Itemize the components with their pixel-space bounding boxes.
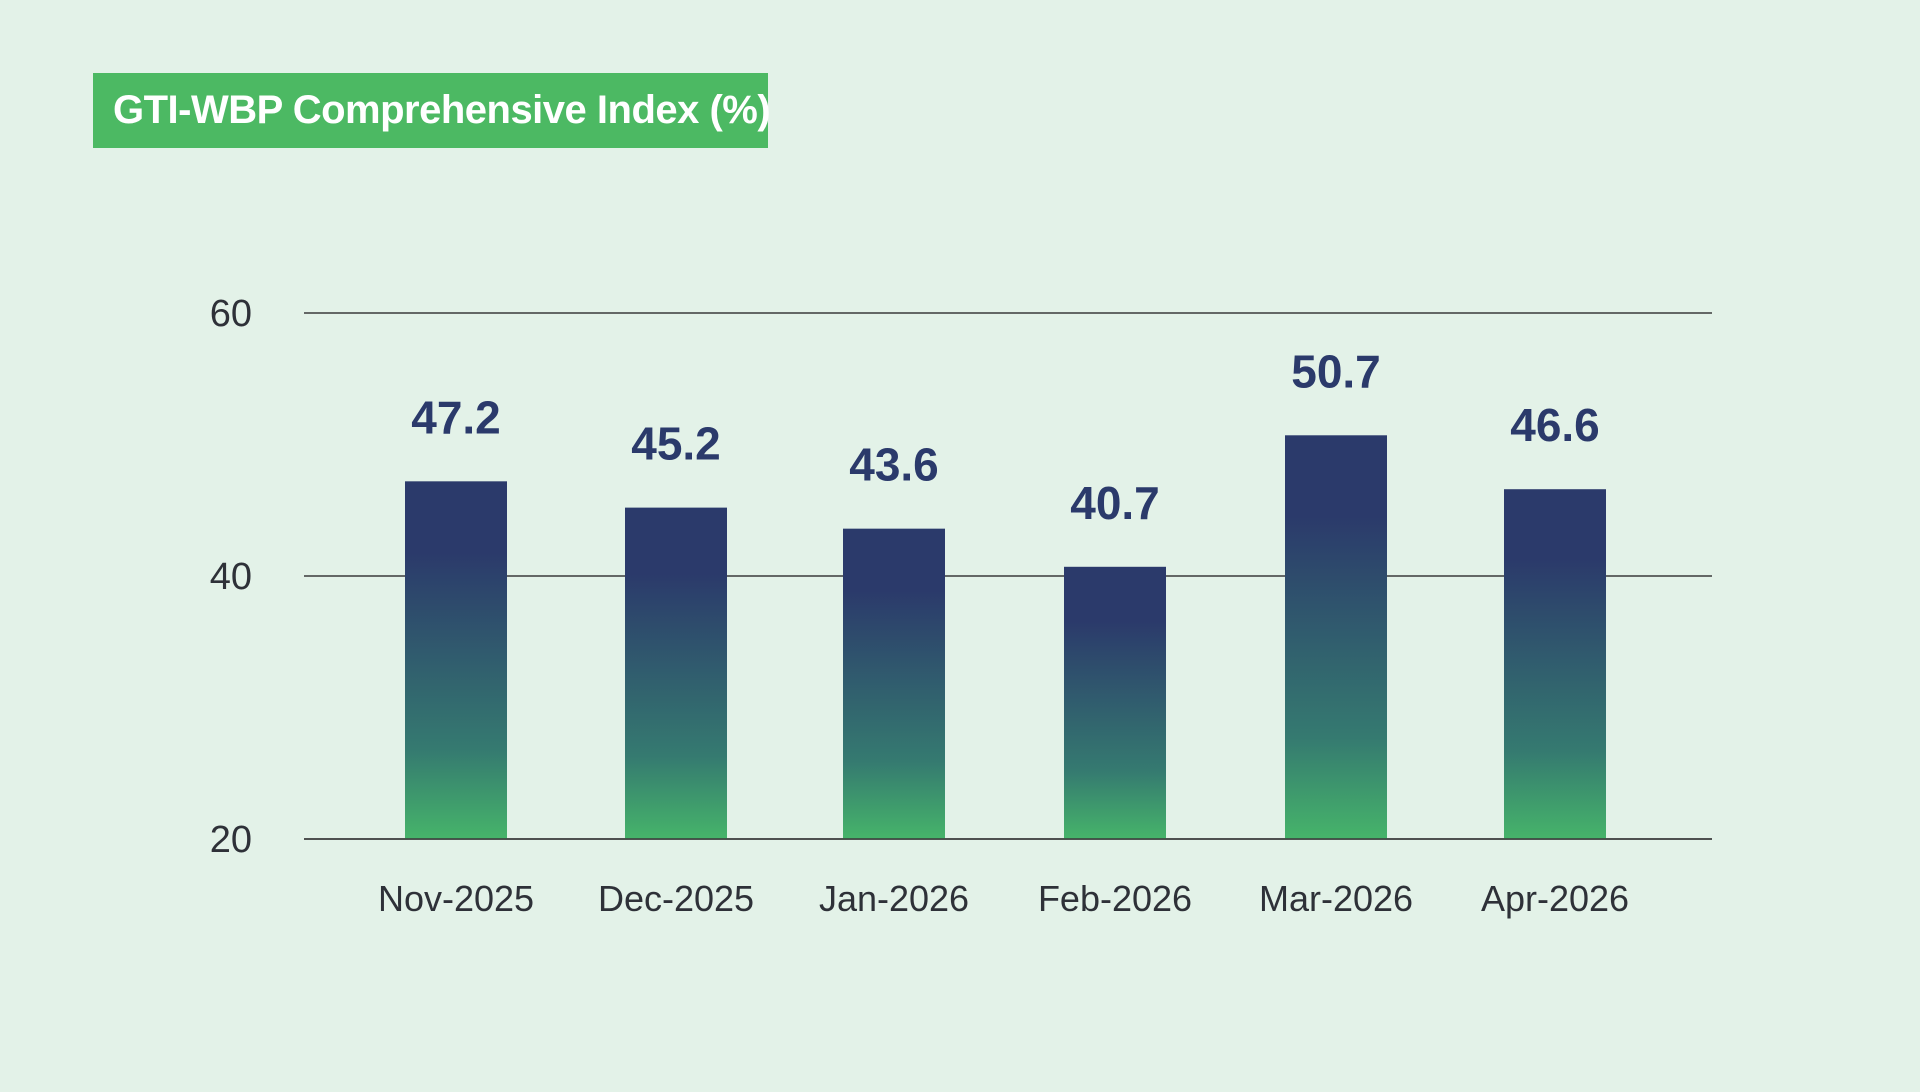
x-tick-label: Dec-2025 — [598, 878, 754, 919]
y-tick-label: 40 — [210, 556, 252, 598]
chart-title-box: GTI-WBP Comprehensive Index (%) — [93, 73, 771, 148]
value-label: 43.6 — [849, 439, 939, 491]
chart-title: GTI-WBP Comprehensive Index (%) — [113, 88, 771, 132]
y-tick-label: 20 — [210, 819, 252, 861]
x-tick-label: Feb-2026 — [1038, 878, 1192, 919]
grid-lines — [304, 312, 1712, 840]
x-tick-label: Jan-2026 — [819, 878, 969, 919]
value-label: 40.7 — [1070, 477, 1160, 529]
value-label: 50.7 — [1291, 345, 1381, 397]
value-label: 47.2 — [411, 391, 501, 443]
x-tick-label: Apr-2026 — [1481, 878, 1629, 919]
bar-jan-2026 — [843, 528, 945, 839]
bar-dec-2025 — [625, 507, 727, 839]
labels: 20 40 60 47.2 Nov-2025 45.2 Dec-2025 43.6 Jan-20… — [210, 293, 1629, 919]
x-tick-label: Nov-2025 — [378, 878, 534, 919]
bar-nov-2025 — [405, 481, 507, 839]
bar-feb-2026 — [1064, 566, 1166, 839]
x-tick-label: Mar-2026 — [1259, 878, 1413, 919]
value-label: 45.2 — [631, 418, 721, 470]
y-tick-label: 60 — [210, 293, 252, 335]
bar-apr-2026 — [1504, 489, 1606, 839]
bars — [304, 435, 1712, 840]
bar-mar-2026 — [1285, 435, 1387, 839]
value-label: 46.6 — [1510, 399, 1600, 451]
